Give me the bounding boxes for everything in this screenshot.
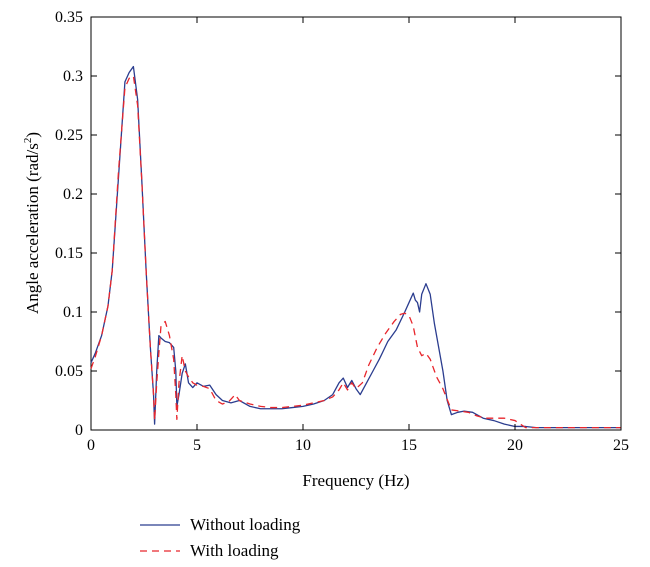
x-tick-label: 10 (295, 437, 311, 454)
y-tick-label: 0.3 (63, 68, 83, 85)
y-tick-label: 0.35 (55, 9, 83, 26)
y-tick-label: 0.2 (63, 186, 83, 203)
plot-frame (90, 16, 622, 431)
x-axis-label: Frequency (Hz) (302, 471, 409, 490)
legend: Without loading With loading (140, 515, 301, 560)
y-axis-label: Angle acceleration (rad/s2) (22, 132, 42, 314)
y-tick-label: 0 (75, 422, 83, 439)
x-tick-label: 0 (87, 437, 95, 454)
y-axis-label-superscript: 2 (22, 138, 34, 144)
y-tick-label: 0.15 (55, 245, 83, 262)
y-tick-label: 0.25 (55, 127, 83, 144)
series-line-with-loading (90, 75, 621, 429)
x-tick-label: 5 (193, 437, 201, 454)
x-axis-ticks: 0 5 10 15 20 25 (87, 17, 629, 454)
x-tick-label: 15 (401, 437, 417, 454)
y-tick-label: 0.1 (63, 304, 83, 321)
legend-label-without-loading: Without loading (190, 515, 301, 534)
x-tick-label: 25 (613, 437, 629, 454)
legend-label-with-loading: With loading (190, 541, 279, 560)
y-axis-label-main: Angle acceleration (rad/s (23, 143, 42, 314)
series-line-without-loading (90, 65, 621, 429)
series-layer (90, 65, 621, 429)
x-tick-label: 20 (507, 437, 523, 454)
y-axis-label-close: ) (23, 132, 42, 138)
y-axis-ticks: 0 0.05 0.1 0.15 0.2 0.25 0.3 0.35 (55, 9, 621, 439)
y-tick-label: 0.05 (55, 363, 83, 380)
